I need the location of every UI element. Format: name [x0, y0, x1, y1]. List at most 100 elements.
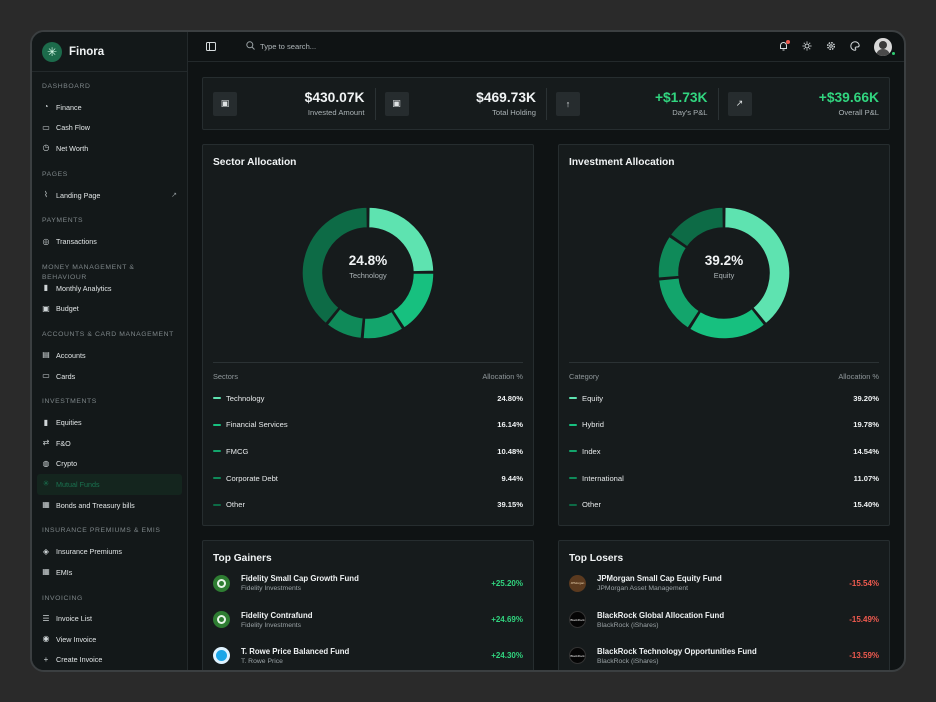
investment-donut-chart: 39.2% Equity — [559, 203, 889, 343]
row-label: Equity — [582, 393, 604, 403]
fund-row[interactable]: JPMorgan JPMorgan Small Cap Equity Fund JP… — [559, 565, 889, 601]
investment-allocation-title: Investment Allocation — [569, 157, 675, 168]
table-row: Corporate Debt 9.44% — [213, 465, 523, 492]
plus-icon: + — [43, 654, 49, 664]
palette-icon[interactable] — [850, 40, 860, 53]
sidebar-item-label: Transactions — [56, 237, 97, 247]
search-icon — [246, 41, 255, 52]
sidebar-item-label: Landing Page — [56, 190, 101, 200]
table-row: International 11.07% — [569, 465, 879, 492]
brand[interactable]: ✳ Finora — [32, 32, 187, 72]
stat-body: +$1.73K Day's P&L — [655, 90, 708, 117]
investment-donut-slice-other[interactable] — [669, 206, 725, 249]
sidebar-item-equities[interactable]: ▮ Equities — [32, 412, 187, 433]
wallet-icon: ▣ — [42, 303, 50, 313]
fund-return: +24.30% — [491, 651, 523, 661]
stat-value: +$39.66K — [818, 90, 879, 105]
row-label: Hybrid — [582, 420, 604, 430]
fund-return: -15.49% — [849, 615, 879, 625]
sidebar-item-create-invoice[interactable]: + Create Invoice — [32, 650, 187, 670]
sidebar-item-mutual-funds[interactable]: ✳ Mutual Funds — [37, 474, 182, 495]
legend-swatch — [569, 477, 577, 480]
stat-label: Total Holding — [492, 108, 536, 117]
sidebar-item-net-worth[interactable]: ◷ Net Worth — [32, 138, 187, 159]
sidebar-toggle-icon[interactable] — [206, 42, 216, 53]
sector-donut-slice-financial-services[interactable] — [391, 272, 435, 330]
fund-manager: BlackRock (iShares) — [597, 621, 659, 629]
fund-text: Fidelity Contrafund Fidelity Investments — [241, 611, 312, 629]
nav-section-title: MONEY MANAGEMENT & BEHAVIOUR — [42, 263, 135, 281]
bank-icon: ▤ — [42, 350, 50, 360]
sidebar-item-cards[interactable]: ▭ Cards — [32, 366, 187, 387]
investment-allocation-card: Investment Allocation 39.2% Equity Categ… — [558, 144, 890, 526]
avatar[interactable] — [874, 37, 892, 56]
sidebar-nav: DASHBOARD ◔ Finance ▭ Cash Flow ◷ Net Worth PAG… — [32, 72, 187, 670]
fund-row[interactable]: Fidelity Contrafund Fidelity Investments +… — [203, 601, 533, 637]
fund-row[interactable]: Fidelity Small Cap Growth Fund Fidelity I… — [203, 565, 533, 601]
sidebar-item-finance[interactable]: ◔ Finance — [32, 97, 187, 118]
list-icon: ☰ — [42, 613, 50, 623]
sidebar: ✳ Finora DASHBOARD ◔ Finance ▭ Cash Flow ◷ Net… — [32, 32, 188, 670]
sidebar-item-f-o[interactable]: ⇄ F&O — [32, 433, 187, 454]
sector-donut-chart: 24.8% Technology — [203, 203, 533, 343]
fund-name: Fidelity Small Cap Growth Fund — [241, 574, 359, 584]
investment-donut-slice-international[interactable] — [657, 235, 688, 280]
wallet-icon: ▣ — [384, 91, 409, 116]
sidebar-item-label: F&O — [56, 438, 71, 448]
gauge-icon: ◔ — [43, 102, 49, 112]
fund-row[interactable]: BlackRock BlackRock Technology Opportunit… — [559, 638, 889, 670]
investment-donut-slice-hybrid[interactable] — [688, 307, 766, 340]
sidebar-item-accounts[interactable]: ▤ Accounts — [32, 345, 187, 366]
calendar-icon: ▦ — [42, 567, 50, 577]
sector-col-name: Sectors — [213, 372, 239, 381]
fund-manager: JPMorgan Asset Management — [597, 585, 689, 593]
sidebar-item-label: View Invoice — [56, 634, 97, 644]
sidebar-item-invoice-list[interactable]: ☰ Invoice List — [32, 609, 187, 630]
stats-bar: ▣ $430.07K Invested Amount ▣ $469.73K Total H… — [202, 77, 890, 130]
sector-donut-slice-fmcg[interactable] — [362, 310, 404, 340]
sun-icon[interactable] — [802, 41, 812, 53]
sidebar-item-crypto[interactable]: ◍ Crypto — [32, 454, 187, 475]
stat-value: $469.73K — [476, 90, 536, 105]
sector-table: Sectors Allocation % Technology 24.80% Fin… — [213, 362, 523, 518]
bell-icon[interactable] — [779, 39, 790, 53]
eye-icon: ◉ — [42, 634, 50, 644]
sidebar-item-label: Budget — [56, 304, 79, 314]
clock-icon: ◷ — [42, 143, 50, 153]
nav-section-title: INVOICING — [42, 594, 83, 602]
fund-name: BlackRock Technology Opportunities Fund — [597, 646, 757, 656]
table-row: Hybrid 19.78% — [569, 412, 879, 439]
coin-icon: ◎ — [42, 236, 50, 246]
sidebar-item-label: Equities — [56, 418, 82, 428]
sidebar-item-budget[interactable]: ▣ Budget — [32, 299, 187, 320]
sidebar-item-emis[interactable]: ▦ EMIs — [32, 562, 187, 583]
gear-icon[interactable] — [826, 41, 836, 53]
fund-manager: BlackRock (iShares) — [597, 657, 659, 665]
search-input[interactable]: Type to search... — [260, 42, 317, 51]
sidebar-item-insurance-premiums[interactable]: ◈ Insurance Premiums — [32, 541, 187, 562]
coins-icon: ◍ — [42, 458, 50, 468]
top-gainers-card: Top Gainers Fidelity Small Cap Growth Fu… — [202, 540, 534, 670]
fund-logo-icon — [213, 611, 230, 629]
table-row: Other 15.40% — [569, 491, 879, 518]
sidebar-item-view-invoice[interactable]: ◉ View Invoice — [32, 629, 187, 650]
sector-donut-slice-technology[interactable] — [367, 206, 435, 273]
fund-row[interactable]: BlackRock BlackRock Global Allocation Fun… — [559, 601, 889, 637]
fund-row[interactable]: T. Rowe Price Balanced Fund T. Rowe Price… — [203, 638, 533, 670]
sector-donut-slice-corporate-debt[interactable] — [325, 307, 365, 340]
sector-center-label: Technology — [349, 271, 387, 280]
sidebar-item-cash-flow[interactable]: ▭ Cash Flow — [32, 118, 187, 139]
sector-donut-slice-other[interactable] — [301, 206, 369, 325]
table-row: Equity 39.20% — [569, 385, 879, 412]
sidebar-item-bonds-and-treasury-bills[interactable]: ▦ Bonds and Treasury bills — [32, 495, 187, 516]
nav-section-title: PAYMENTS — [42, 217, 84, 225]
investment-donut-slice-equity[interactable] — [723, 206, 791, 325]
investment-center-label: Equity — [713, 271, 735, 280]
sidebar-item-label: Mutual Funds — [56, 479, 100, 489]
fund-manager: T. Rowe Price — [241, 657, 283, 665]
sidebar-item-monthly-analytics[interactable]: ▮ Monthly Analytics — [32, 278, 187, 299]
investment-donut-slice-index[interactable] — [657, 276, 701, 330]
sidebar-item-transactions[interactable]: ◎ Transactions — [32, 231, 187, 252]
fund-name: JPMorgan Small Cap Equity Fund — [597, 574, 722, 584]
sidebar-item-landing-page[interactable]: ⌇ Landing Page ↗ — [32, 185, 187, 206]
